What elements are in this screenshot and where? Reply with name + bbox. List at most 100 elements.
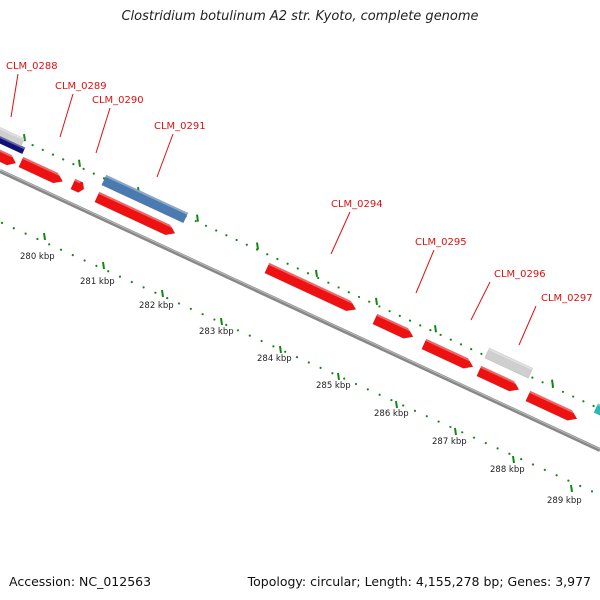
kbp-tick-ring bbox=[0, 221, 594, 493]
gene-label: CLM_0296 bbox=[494, 269, 546, 280]
kbp-tick-dot bbox=[59, 248, 63, 251]
kbp-label: 281 kbp bbox=[80, 277, 115, 287]
kbp-tick-dot bbox=[83, 259, 86, 262]
cds-arrow bbox=[476, 365, 520, 392]
kbp-tick-dot bbox=[413, 409, 417, 412]
gene-label: CLM_0288 bbox=[6, 61, 58, 72]
kbp-tick bbox=[395, 400, 398, 409]
gray-feature bbox=[0, 124, 25, 147]
kbp-tick-dot bbox=[260, 339, 263, 343]
gene-label-leader bbox=[10, 73, 19, 118]
kbp-tick-dot bbox=[201, 313, 204, 316]
outer-tick-dot bbox=[449, 338, 452, 341]
cds-arrow bbox=[70, 178, 85, 193]
gene-label: CLM_0294 bbox=[331, 199, 383, 210]
kbp-tick-dot bbox=[213, 318, 216, 321]
outer-tick-dot bbox=[388, 310, 391, 313]
outer-tick-dot bbox=[459, 343, 463, 346]
kbp-tick-dot bbox=[248, 334, 251, 337]
outer-tick-dot bbox=[357, 295, 361, 299]
gene-label-leader bbox=[95, 107, 111, 154]
kbp-tick bbox=[43, 232, 46, 241]
kbp-tick-dot bbox=[543, 468, 546, 471]
gray-feature bbox=[484, 347, 534, 379]
kbp-label: 283 kbp bbox=[199, 327, 234, 337]
outer-tick-dot bbox=[266, 253, 269, 256]
outer-tick-dot bbox=[31, 144, 34, 147]
kbp-tick-dot bbox=[508, 452, 511, 455]
accession-text: Accession: NC_012563 bbox=[9, 574, 152, 589]
outer-tick-dot bbox=[92, 172, 95, 175]
kbp-tick-dot bbox=[154, 291, 157, 294]
kbp-tick-dot bbox=[343, 377, 346, 380]
kbp-tick-dot bbox=[449, 425, 452, 429]
cds-arrow bbox=[421, 338, 474, 369]
kbp-tick-dot bbox=[590, 490, 594, 493]
kbp-tick bbox=[161, 289, 164, 298]
cds-arrow bbox=[0, 147, 17, 166]
gene-label-leader bbox=[470, 281, 491, 321]
kbp-tick-dot bbox=[390, 398, 393, 402]
outer-kbp-tick bbox=[256, 242, 259, 250]
kbp-tick-dot bbox=[437, 420, 440, 423]
outer-tick-dot bbox=[62, 158, 65, 161]
kbp-tick-dot bbox=[425, 415, 428, 418]
kbp-tick-dot bbox=[225, 323, 228, 327]
outer-tick-dot bbox=[531, 376, 534, 379]
outer-tick-dot bbox=[541, 381, 544, 384]
kbp-tick-dot bbox=[461, 431, 464, 434]
highlighted-cds bbox=[101, 174, 189, 224]
outer-tick-dot bbox=[429, 329, 432, 332]
kbp-label: 288 kbp bbox=[490, 465, 525, 475]
kbp-tick-dot bbox=[36, 237, 39, 241]
cds-arrow bbox=[94, 191, 176, 236]
outer-tick-dot bbox=[41, 148, 44, 152]
gene-label-leader bbox=[330, 211, 351, 255]
outer-tick-dot bbox=[296, 267, 299, 270]
outer-tick-dot bbox=[398, 314, 401, 318]
gene-label-leader bbox=[415, 249, 435, 294]
kbp-tick-dot bbox=[484, 441, 487, 445]
kbp-tick-dot bbox=[496, 447, 499, 450]
outer-tick-dot bbox=[419, 324, 422, 327]
gene-label: CLM_0289 bbox=[55, 81, 107, 92]
gene-label-leader bbox=[518, 305, 537, 346]
kbp-tick-dot bbox=[236, 329, 240, 332]
outer-tick-dot bbox=[51, 153, 55, 156]
outer-tick-dot bbox=[235, 238, 238, 242]
kbp-tick-dot bbox=[272, 345, 275, 348]
outer-tick-dot bbox=[582, 400, 585, 403]
kbp-tick bbox=[337, 372, 340, 381]
kbp-tick-dot bbox=[295, 356, 299, 359]
outer-tick-dot bbox=[378, 305, 381, 308]
kbp-tick bbox=[512, 455, 515, 464]
kbp-tick bbox=[454, 427, 457, 436]
outer-tick-dot bbox=[194, 219, 197, 223]
kbp-tick bbox=[220, 317, 223, 326]
outer-kbp-tick bbox=[375, 297, 378, 305]
outer-tick-dot bbox=[306, 272, 310, 275]
kbp-tick-dot bbox=[12, 227, 15, 230]
kbp-tick-dot bbox=[472, 436, 476, 439]
kbp-tick-dot bbox=[378, 393, 381, 396]
outer-tick-dot bbox=[592, 404, 595, 408]
kbp-tick-dot bbox=[520, 458, 523, 461]
outer-tick-dot bbox=[408, 319, 412, 322]
cds-arrow bbox=[264, 262, 357, 312]
genome-backbone-highlight bbox=[0, 169, 600, 450]
kbp-tick-dot bbox=[95, 264, 98, 267]
kbp-tick-dot bbox=[177, 302, 181, 305]
outer-tick-dot bbox=[317, 276, 320, 280]
kbp-tick-dot bbox=[531, 463, 535, 466]
kbp-tick bbox=[279, 345, 282, 354]
cds-arrow bbox=[525, 390, 578, 421]
kbp-tick-dot bbox=[166, 296, 169, 300]
gene-label-leader bbox=[156, 133, 174, 178]
kbp-label: 282 kbp bbox=[139, 301, 174, 311]
outer-kbp-tick bbox=[434, 325, 437, 333]
map-title: Clostridium botulinum A2 str. Kyoto, com… bbox=[121, 9, 479, 24]
kbp-tick-dot bbox=[567, 479, 570, 482]
outer-tick-dot bbox=[204, 224, 208, 227]
outer-tick-dot bbox=[470, 348, 473, 351]
